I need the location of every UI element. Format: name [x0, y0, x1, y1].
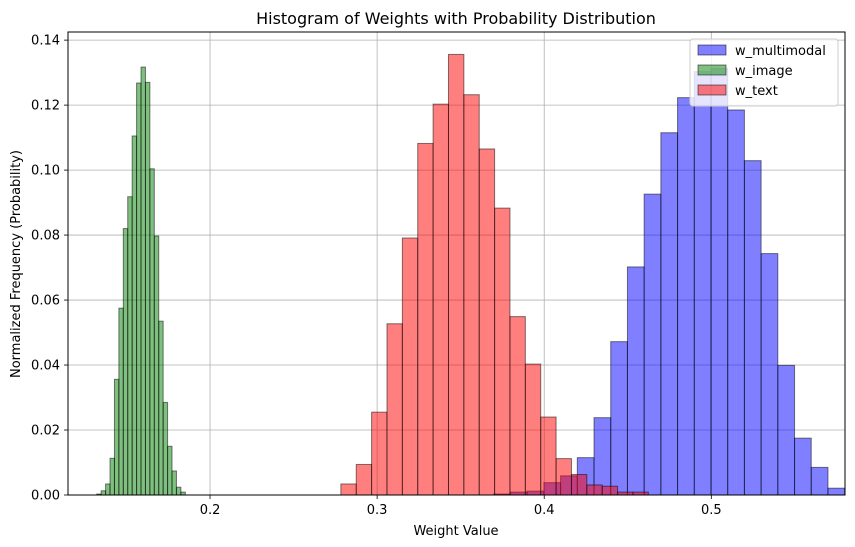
w_text-bar	[386, 323, 403, 496]
w_text-bar	[494, 207, 511, 496]
x-axis-label: Weight Value	[413, 524, 498, 539]
w_text-bar	[478, 148, 496, 496]
w_multimodal-bar	[794, 437, 812, 496]
w_text-bar	[371, 411, 388, 496]
w_multimodal-bar	[593, 417, 612, 496]
y-tick-label: 0.04	[31, 359, 60, 374]
w_image-bar	[158, 320, 164, 496]
w_image-bar	[175, 486, 182, 496]
x-tick-label: 0.4	[534, 503, 555, 518]
w_image-bar	[171, 470, 177, 496]
w_multimodal-bar	[610, 341, 628, 496]
y-tick-label: 0.06	[31, 294, 60, 309]
w_image-bar	[162, 401, 169, 496]
w_multimodal-legend-swatch	[697, 44, 727, 56]
x-tick-label: 0.3	[367, 503, 388, 518]
w_text-bar	[432, 103, 449, 496]
x-tick-label: 0.5	[701, 503, 722, 518]
w_text-bar	[540, 416, 557, 496]
w_text-bar	[401, 237, 419, 496]
w_text-bar	[355, 463, 373, 496]
w_image-bar	[131, 135, 138, 496]
w_multimodal-bar	[827, 487, 846, 496]
w_multimodal-bar	[727, 109, 745, 496]
w_text-legend-swatch	[697, 84, 727, 96]
legend-box	[689, 38, 839, 107]
w_image-bar	[127, 196, 133, 496]
w_multimodal-legend-label: w_multimodal	[735, 44, 826, 59]
w_text-bar	[555, 458, 572, 496]
w_image-bar	[105, 483, 111, 496]
w_text-bar	[524, 363, 542, 496]
w_image-bar	[144, 81, 151, 496]
w_multimodal-bar	[693, 71, 712, 496]
x-axis-ticks: 0.2 0.3 0.4 0.5	[200, 495, 722, 518]
y-tick-label: 0.02	[31, 424, 60, 439]
w_multimodal-bar	[810, 466, 829, 496]
w_text-bar	[570, 474, 588, 496]
plot-frame	[67, 31, 846, 496]
w_image-bar	[109, 457, 115, 496]
w_text-bar	[340, 483, 357, 496]
y-tick-label: 0.10	[31, 164, 60, 179]
w_text-legend-label: w_text	[735, 84, 778, 99]
w_text-bar	[417, 142, 434, 496]
w_multimodal-bar	[643, 193, 662, 496]
w_image-bar	[118, 307, 124, 496]
w_text-bar	[601, 485, 619, 496]
w_text-bar	[586, 484, 603, 496]
w_image-bar	[113, 378, 120, 496]
w_image-legend-swatch	[697, 64, 727, 76]
w_text-bar	[447, 53, 465, 496]
w_image-bar	[100, 490, 107, 496]
w_text-bar	[463, 94, 480, 496]
w_image-bar	[136, 82, 142, 496]
w_multimodal-bar	[626, 266, 645, 496]
y-tick-label: 0.12	[31, 99, 60, 114]
y-tick-label: 0.14	[31, 34, 60, 49]
y-tick-label: 0.00	[31, 489, 60, 504]
legend: w_multimodal w_image w_text	[689, 38, 839, 107]
w_multimodal-bar	[660, 132, 679, 496]
y-tick-label: 0.08	[31, 229, 60, 244]
w_image-bar	[140, 66, 146, 496]
w_multimodal-bar	[710, 67, 729, 496]
w_image-bar	[167, 445, 173, 496]
w_image-bar	[122, 228, 129, 496]
w_multimodal-bar	[760, 253, 779, 496]
w_multimodal-bar	[777, 364, 796, 496]
x-tick-label: 0.2	[200, 503, 221, 518]
w_text-bar	[509, 316, 526, 496]
w_multimodal-bar	[677, 97, 695, 496]
w_image-legend-label: w_image	[735, 64, 793, 79]
w_multimodal-bar	[743, 160, 762, 496]
w_image-bar	[153, 235, 160, 496]
y-axis-ticks: 0.00 0.02 0.04 0.06 0.08 0.10 0.12 0.14	[31, 34, 68, 504]
w_image-bar	[149, 168, 155, 496]
chart-title: Histogram of Weights with Probability Di…	[256, 9, 656, 28]
bars-layer	[96, 53, 846, 496]
y-axis-label: Normalized Frequency (Probability)	[9, 150, 24, 378]
